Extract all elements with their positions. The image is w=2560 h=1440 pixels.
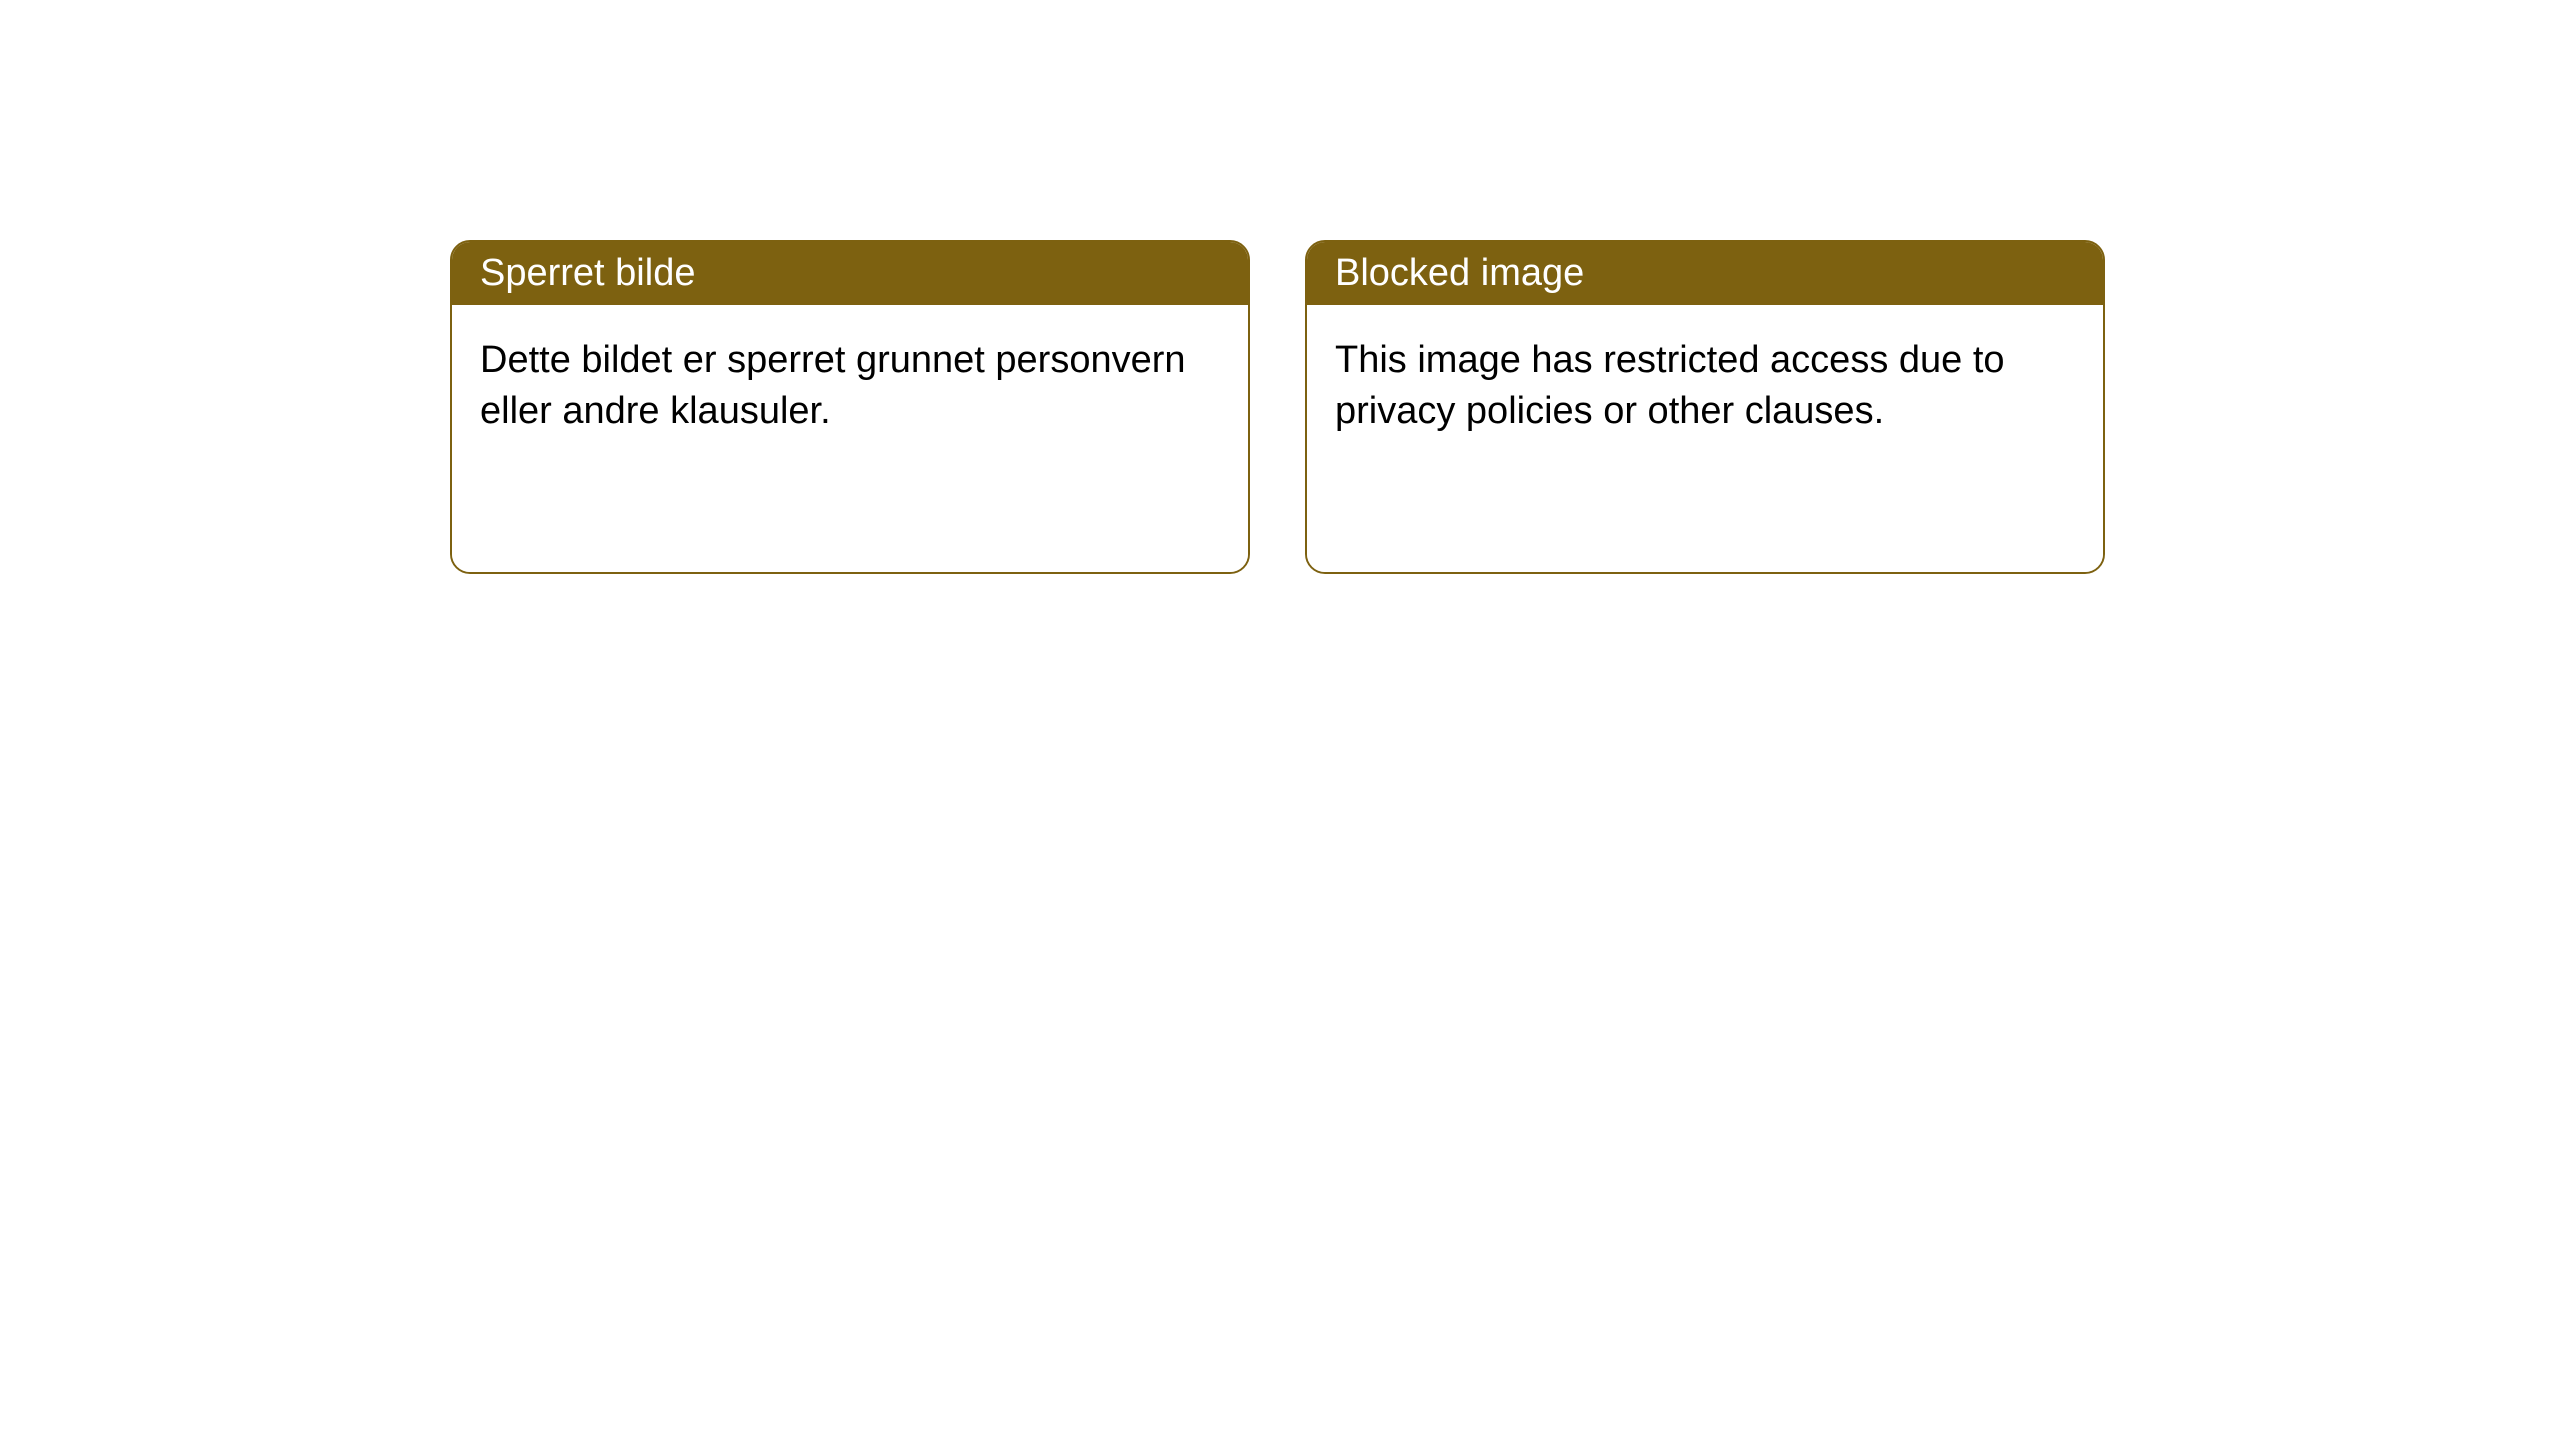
notice-card-norwegian: Sperret bilde Dette bildet er sperret gr… [450, 240, 1250, 574]
card-body: Dette bildet er sperret grunnet personve… [452, 305, 1248, 572]
card-header: Blocked image [1307, 242, 2103, 305]
card-body: This image has restricted access due to … [1307, 305, 2103, 572]
notice-card-english: Blocked image This image has restricted … [1305, 240, 2105, 574]
notice-card-container: Sperret bilde Dette bildet er sperret gr… [450, 240, 2105, 574]
card-header: Sperret bilde [452, 242, 1248, 305]
